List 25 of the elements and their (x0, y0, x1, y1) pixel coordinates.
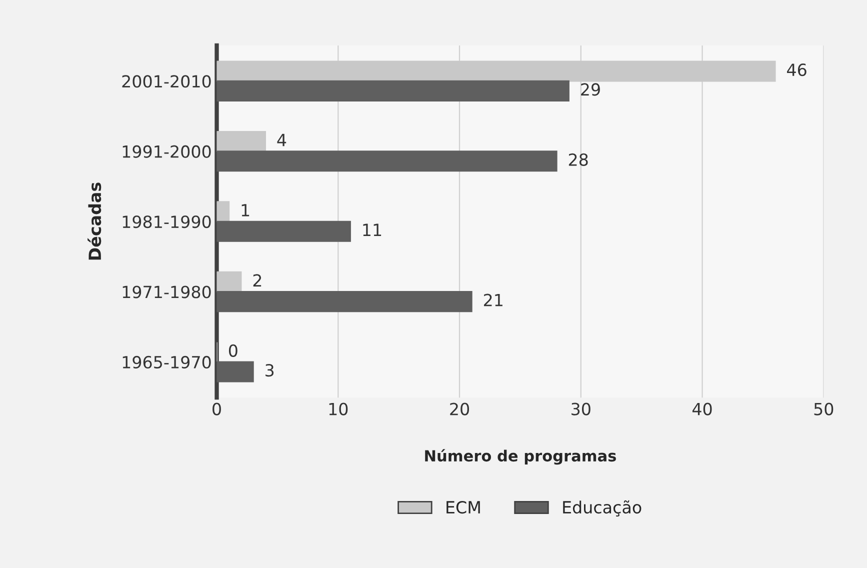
x-tick-label: 20 (450, 402, 470, 416)
x-tick-label: 30 (572, 402, 590, 416)
data-label: 2 (253, 274, 262, 286)
data-label: 3 (266, 364, 274, 377)
data-label: 0 (228, 344, 238, 357)
y-tick-label: 1965-1970 (122, 356, 211, 369)
x-tick-label: 10 (329, 402, 348, 416)
y-tick-label: 2001-2010 (122, 75, 211, 88)
data-label: 1 (242, 204, 250, 216)
data-label: 29 (581, 83, 600, 96)
x-tick-label: 50 (814, 402, 834, 416)
data-label: 11 (363, 224, 382, 236)
legend-label: Educação (563, 500, 642, 517)
y-tick-label: 1991-2000 (122, 145, 211, 158)
legend-label: ECM (446, 500, 480, 514)
data-label: 4 (277, 134, 286, 146)
x-axis-title: Número de programas (425, 449, 616, 465)
data-label: 21 (484, 294, 502, 306)
data-label: 28 (568, 153, 588, 166)
y-axis-title: Décadas (88, 182, 102, 260)
y-tick-label: 1971-1980 (122, 286, 211, 298)
x-tick-label: 40 (692, 402, 712, 416)
y-tick-label: 1981-1990 (122, 215, 211, 228)
x-tick-label: 0 (212, 402, 221, 416)
data-label: 46 (787, 64, 806, 76)
